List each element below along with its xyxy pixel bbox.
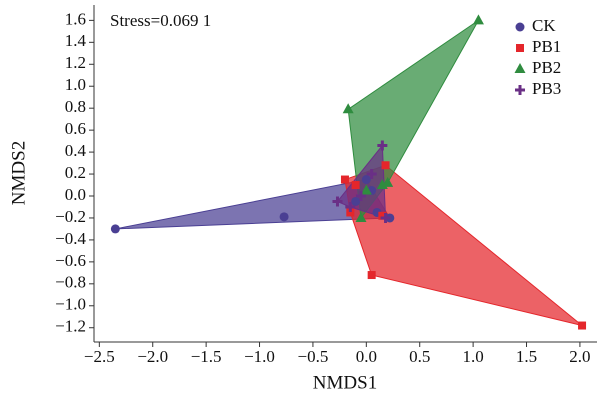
legend-label: PB2 [532,58,561,77]
y-tick-label: 0.4 [65,141,87,160]
x-tick-label: −2.5 [84,347,115,366]
legend-marker [516,44,524,52]
legend-marker [514,63,526,73]
point [367,271,376,280]
x-axis-label: NMDS1 [313,372,377,393]
point [355,211,367,222]
point [332,196,343,207]
point [361,175,371,185]
legend-label: PB3 [532,79,561,98]
y-tick-label: 0.8 [65,97,86,116]
x-tick-label: −1.5 [191,347,222,366]
point [381,161,390,170]
y-tick-label: 1.2 [65,53,86,72]
legend-marker [515,85,525,95]
y-tick-label: −0.4 [55,229,86,248]
point [110,224,120,234]
point [346,208,355,217]
x-tick-label: −2.0 [137,347,168,366]
x-tick-label: 1.5 [516,347,537,366]
x-tick-label: 2.0 [569,347,590,366]
legend-label: PB1 [532,37,561,56]
point [360,184,372,195]
y-tick-label: −1.2 [55,317,86,336]
y-tick-label: 1.4 [65,31,87,50]
y-tick-label: 0.2 [65,163,86,182]
x-tick-label: 0.0 [356,347,377,366]
annotation: Stress=0.069 1 [110,11,211,30]
y-tick-label: −1.0 [55,295,86,314]
point [382,176,394,187]
point [366,169,377,180]
point [378,211,387,220]
x-tick-label: −1.0 [244,347,275,366]
point [351,181,360,190]
y-tick-label: −0.8 [55,273,86,292]
point [345,201,356,212]
y-tick-label: −0.6 [55,251,86,270]
y-tick-label: 1.0 [65,75,86,94]
x-tick-label: −0.5 [298,347,329,366]
legend-label: CK [532,16,556,35]
point [578,321,587,330]
legend-marker [515,22,525,32]
y-tick-label: −0.2 [55,207,86,226]
x-tick-label: 1.0 [462,347,483,366]
point [342,103,354,114]
point [355,191,366,202]
x-tick-label: 0.5 [409,347,430,366]
point [351,196,361,206]
y-tick-label: 0.6 [65,119,86,138]
point [377,140,388,151]
point [340,175,349,184]
y-axis-label: NMDS2 [8,141,29,205]
point [472,14,484,25]
point [380,212,391,223]
y-tick-label: 1.6 [65,9,86,28]
point [279,212,289,222]
y-tick-label: 0.0 [65,185,86,204]
